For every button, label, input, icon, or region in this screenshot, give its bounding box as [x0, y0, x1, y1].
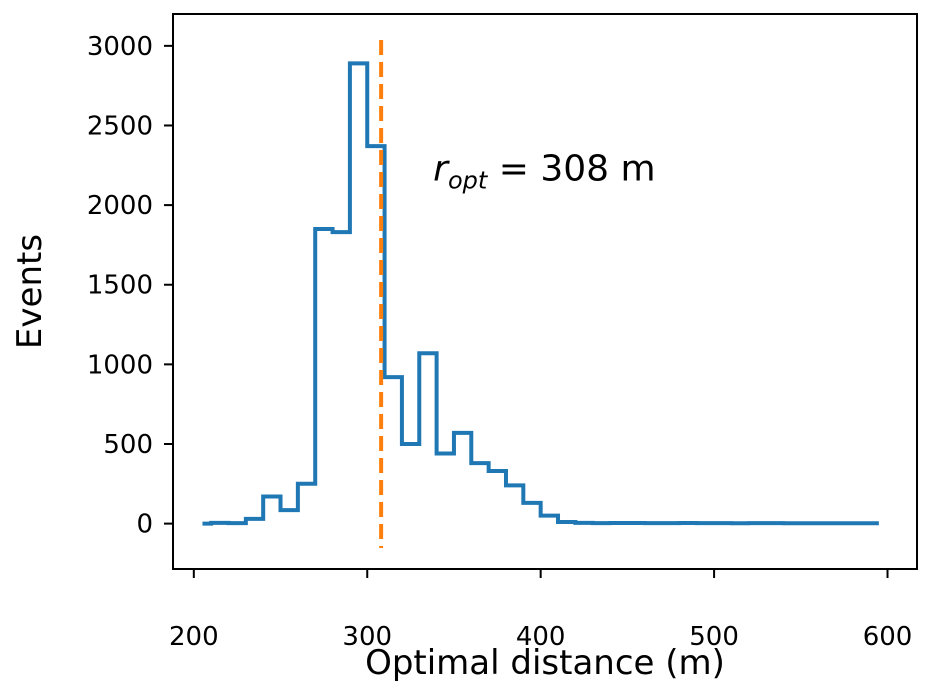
x-tick-label: 300 [342, 622, 392, 652]
x-tick-label: 400 [516, 622, 566, 652]
y-axis-ticks: 0 500 1000 1500 2000 2500 3000 [87, 32, 173, 540]
x-tick-label: 500 [689, 622, 739, 652]
ropt-annotation: ropt = 308 m [433, 148, 655, 194]
y-tick-label: 0 [136, 510, 153, 540]
annotation-subscript: opt [448, 166, 489, 194]
plot-frame [172, 13, 918, 570]
x-tick-label: 600 [863, 622, 913, 652]
annotation-symbol: r [433, 148, 450, 189]
y-tick-label: 2500 [87, 111, 153, 141]
y-tick-label: 1500 [87, 271, 153, 301]
y-tick-label: 3000 [87, 32, 153, 62]
y-axis-label: Events [10, 234, 50, 349]
y-tick-label: 500 [103, 430, 153, 460]
plot-marks [202, 40, 879, 548]
annotation-text: = 308 m [487, 148, 655, 189]
x-axis-label: Optimal distance (m) [365, 643, 725, 683]
y-tick-label: 1000 [87, 350, 153, 380]
histogram-step-line [202, 61, 879, 526]
x-axis-ticks: 200 300 400 500 600 [169, 569, 912, 652]
y-tick-label: 2000 [87, 191, 153, 221]
x-tick-label: 200 [169, 622, 219, 652]
